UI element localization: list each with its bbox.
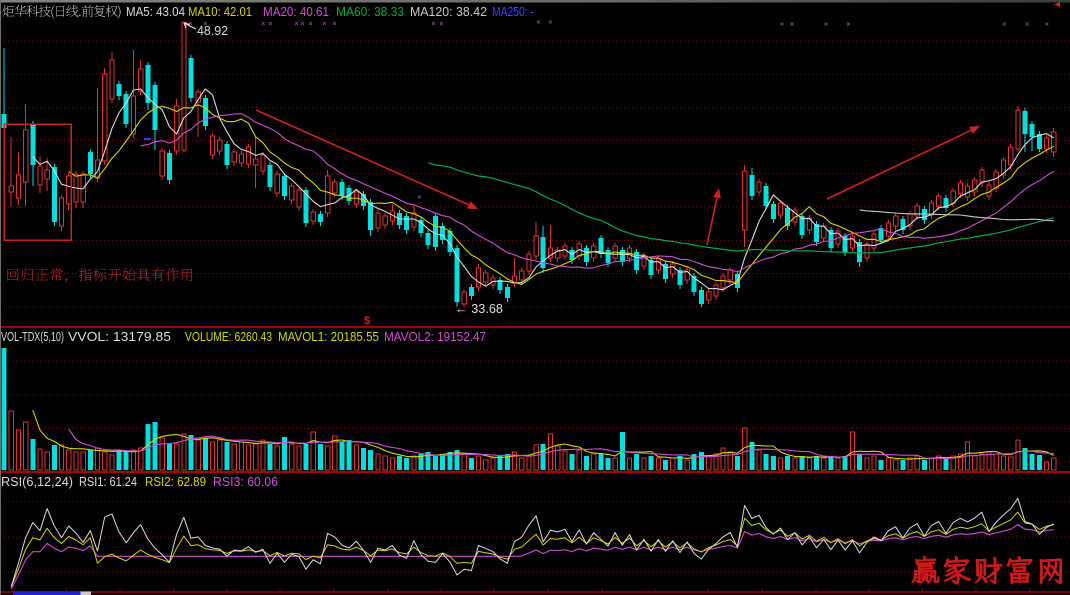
svg-text:RSI3: 60.06: RSI3: 60.06 [213, 474, 278, 489]
svg-text:← 33.68: ← 33.68 [455, 301, 503, 316]
svg-text:RSI(6,12,24): RSI(6,12,24) [1, 474, 73, 489]
svg-text:×: × [1002, 20, 1006, 29]
svg-text:×: × [548, 18, 552, 27]
svg-text:×: × [439, 19, 443, 28]
svg-text:×: × [308, 19, 312, 28]
svg-text:VOLUME: 6260.43: VOLUME: 6260.43 [185, 329, 272, 344]
svg-text:RSI2: 62.89: RSI2: 62.89 [145, 474, 206, 489]
svg-text:×: × [1025, 20, 1029, 29]
svg-text:×: × [417, 193, 421, 202]
svg-text:VVOL: 13179.85: VVOL: 13179.85 [68, 329, 171, 344]
svg-text:×: × [294, 19, 298, 28]
svg-text:×: × [824, 20, 828, 29]
svg-text:48.92: 48.92 [197, 23, 228, 38]
svg-text:×: × [300, 19, 304, 28]
svg-text:×: × [203, 19, 207, 28]
svg-text:×: × [780, 20, 784, 29]
svg-text:MA60: 38.33: MA60: 38.33 [336, 4, 404, 19]
svg-text:×: × [1045, 20, 1049, 29]
svg-text:MA120: 38.42: MA120: 38.42 [410, 4, 487, 19]
svg-text:$: $ [364, 315, 370, 327]
svg-text:MAVOL1: 20185.55: MAVOL1: 20185.55 [278, 329, 379, 344]
svg-text:VOL-TDX(5,10): VOL-TDX(5,10) [1, 329, 64, 344]
svg-text:MAVOL2: 19152.47: MAVOL2: 19152.47 [384, 329, 486, 344]
svg-text:MA10: 42.01: MA10: 42.01 [188, 4, 252, 19]
svg-text:×: × [536, 18, 540, 27]
svg-text:×: × [790, 20, 794, 29]
svg-text:×: × [268, 19, 272, 28]
svg-text:×: × [188, 19, 192, 28]
svg-text:RSI1: 61.24: RSI1: 61.24 [79, 474, 137, 489]
svg-text:×: × [322, 19, 326, 28]
svg-text:×: × [261, 19, 265, 28]
svg-text:×: × [431, 19, 435, 28]
svg-text:MA250: -: MA250: - [492, 4, 534, 19]
svg-text:×: × [332, 19, 336, 28]
svg-text:MA20: 40.61: MA20: 40.61 [263, 4, 329, 19]
svg-text:MA5: 43.04: MA5: 43.04 [126, 4, 185, 19]
svg-text:×: × [846, 20, 850, 29]
